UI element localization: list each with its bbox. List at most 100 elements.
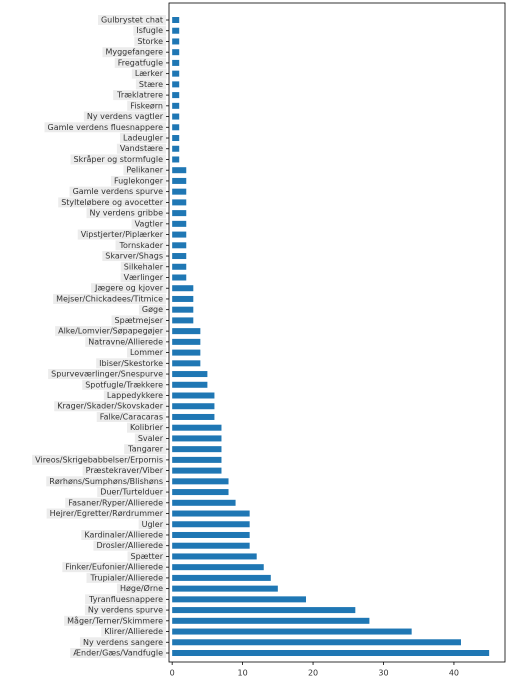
label-background [135,79,167,90]
label-background [123,165,167,176]
y-tick-label: Gamle verdens spurve [73,187,164,196]
label-background [102,47,167,58]
y-tick-label: Drosler/Allierede [96,541,163,550]
label-background [44,122,167,133]
y-tick-label: Stære [139,80,163,89]
y-tick-label: Stylteløbere og avocetter [61,198,163,207]
bar [172,242,187,249]
bar [172,553,257,560]
y-tick-label: Falke/Caracaras [100,412,163,421]
bar [172,403,215,410]
y-tick-label: Måger/Terner/Skimmere [67,615,163,625]
y-tick-label: Klirer/Allierede [104,627,163,636]
label-background [138,519,167,530]
label-background [127,422,167,433]
bar [172,531,250,538]
label-background [46,476,166,487]
y-tick-label: Træklatrere [116,91,163,100]
y-tick-label: Spætter [131,552,164,561]
label-background [120,272,167,283]
label-background [58,197,167,208]
label-background [82,379,167,390]
bar [172,499,236,506]
y-tick-label: Spotfugle/Trækkere [85,380,163,389]
bar [172,17,180,23]
y-tick-label: Præstekraver/Viber [86,466,164,475]
y-tick-label: Værlinger [124,273,164,282]
bar [172,349,201,356]
bar [172,231,187,238]
label-background [46,508,167,519]
bar [172,650,490,656]
y-tick-label: Mejser/Chickadees/Titmice [56,294,163,303]
x-tick-label: 10 [238,669,248,678]
label-background [86,572,167,583]
label-background [102,251,166,262]
label-background [90,283,167,294]
label-background [133,25,167,36]
bar [172,59,180,66]
y-tick-label: Kolibrier [130,423,164,432]
label-background [81,529,167,540]
y-tick-label: Spætmejser [115,316,164,325]
y-tick-label: Skråper og stormfugle [74,154,164,164]
bar [172,49,180,56]
label-background [96,411,166,422]
label-background [85,336,167,347]
bar [172,628,412,635]
bar [172,371,208,378]
bar [172,81,180,88]
bar [172,263,187,270]
label-background [69,186,167,197]
label-background [85,594,167,605]
label-background [70,648,167,658]
label-background [116,143,167,154]
y-tick-label: Fiskeørn [130,101,163,110]
label-background [70,154,167,165]
label-background [110,175,167,186]
label-background [64,615,167,626]
bar [172,156,180,163]
label-background [53,293,167,304]
label-background [79,637,167,648]
y-tick-label: Rørhøns/Sumphøns/Blishøns [49,477,163,486]
bar [172,220,187,227]
y-tick-label: Lommer [130,348,164,357]
y-tick-label: Ny verdens spurve [88,606,163,615]
bar [172,446,222,453]
label-background [111,315,167,326]
bar [172,124,180,131]
bar [172,295,194,302]
x-tick-label: 0 [170,669,175,678]
bar [172,285,194,292]
bar [172,574,271,581]
label-background [84,605,167,616]
y-tick-label: Ladeugler [123,134,164,143]
y-tick-label: Ænder/Gæs/Vandfugle [73,649,163,658]
y-tick-label: Fregatfugle [118,58,163,67]
label-background [131,218,167,229]
y-tick-label: Svaler [138,434,164,443]
bar [172,360,201,367]
label-background [96,358,167,369]
label-background [127,100,166,111]
label-background [124,444,167,455]
y-tick-label: Krager/Skader/Skovskader [57,402,163,411]
label-background [86,208,167,219]
y-tick-label: Finker/Eufonier/Allierede [65,563,163,572]
bar [172,338,201,345]
bar [172,413,215,420]
label-background [131,68,167,79]
label-background [93,540,167,551]
x-tick-label: 40 [449,669,459,678]
label-background [138,304,167,315]
bar [172,489,229,496]
y-tick-label: Tornskader [119,241,164,250]
y-tick-label: Vipstjerter/Piplærker [81,230,164,239]
y-tick-label: Vandstære [120,144,163,153]
label-background [126,347,167,358]
bar [172,274,187,281]
label-background [48,369,167,380]
y-tick-label: Kardinaler/Allierede [84,530,163,539]
